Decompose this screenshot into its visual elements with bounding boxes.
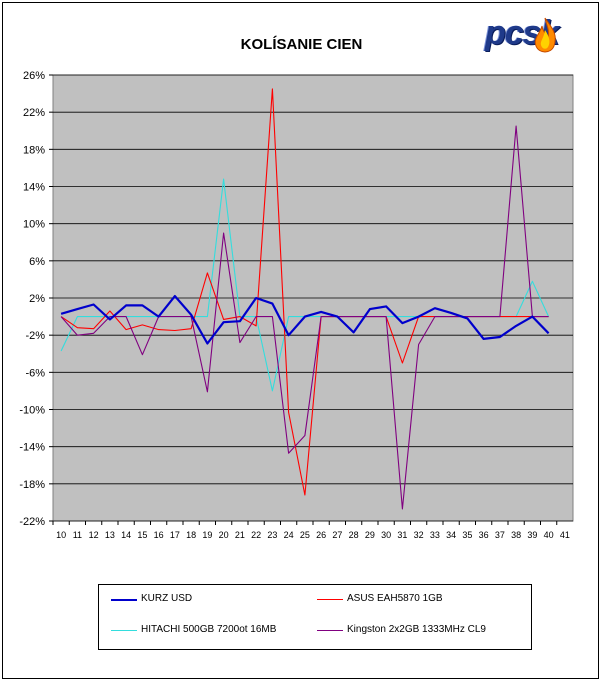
legend-label-kurz-usd: KURZ USD [141, 593, 193, 604]
x-tick-label: 31 [397, 530, 407, 540]
x-tick-label: 37 [495, 530, 505, 540]
y-axis-ticks: 26% 22% 18% 14% 10% 6% 2% -2% -6% -10% -14% -18% -22… [19, 70, 53, 528]
x-tick-label: 29 [365, 530, 375, 540]
gridlines [53, 74, 573, 522]
x-tick-label: 26 [316, 530, 326, 540]
legend-swatch-kurz-usd [111, 599, 137, 601]
x-tick-label: 19 [202, 530, 212, 540]
legend-swatch-asus [317, 599, 343, 600]
legend-label-hitachi: HITACHI 500GB 7200ot 16MB [141, 624, 277, 635]
x-tick-label: 23 [267, 530, 277, 540]
x-tick-label: 25 [300, 530, 310, 540]
y-tick-label: -22% [19, 516, 45, 528]
y-tick-label: -2% [25, 330, 45, 342]
y-tick-label: 14% [23, 182, 45, 194]
x-tick-label: 36 [479, 530, 489, 540]
legend-swatch-hitachi [111, 630, 137, 631]
x-tick-label: 12 [89, 530, 99, 540]
x-tick-label: 20 [219, 530, 229, 540]
x-tick-label: 39 [527, 530, 537, 540]
legend-swatch-kingston [317, 630, 343, 631]
x-tick-label: 16 [154, 530, 164, 540]
y-tick-label: 22% [23, 107, 45, 119]
series-line-kingston-2x2gb-1333mhz-cl9 [60, 125, 549, 510]
y-tick-label: 18% [23, 144, 45, 156]
legend-label-kingston: Kingston 2x2GB 1333MHz CL9 [347, 624, 486, 635]
y-tick-label: -14% [19, 442, 45, 454]
x-tick-label: 15 [137, 530, 147, 540]
x-tick-label: 33 [430, 530, 440, 540]
x-tick-label: 28 [349, 530, 359, 540]
y-tick-label: 6% [29, 256, 45, 268]
chart-title: KOLÍSANIE CIEN [240, 36, 363, 53]
pcsk-logo: pcsk [483, 14, 587, 60]
x-tick-label: 14 [121, 530, 131, 540]
x-tick-label: 11 [73, 530, 82, 540]
x-axis-ticks: 10 11 12 13 14 15 16 17 18 19 20 21 22 23 24 25 26 27 28 29… [52, 521, 570, 540]
x-tick-label: 30 [381, 530, 391, 540]
y-tick-label: -6% [25, 367, 45, 379]
x-tick-label: 10 [56, 530, 66, 540]
x-tick-label: 21 [235, 530, 245, 540]
x-tick-label: 17 [170, 530, 180, 540]
x-tick-label: 22 [251, 530, 261, 540]
x-tick-label: 38 [511, 530, 521, 540]
x-tick-label: 18 [186, 530, 196, 540]
x-tick-label: 35 [462, 530, 472, 540]
y-tick-label: 2% [29, 293, 45, 305]
x-tick-label: 27 [332, 530, 342, 540]
y-tick-label: 26% [23, 70, 45, 82]
x-tick-label: 41 [560, 530, 570, 540]
y-tick-label: -18% [19, 479, 45, 491]
x-tick-label: 24 [284, 530, 294, 540]
x-tick-label: 34 [446, 530, 456, 540]
legend: KURZ USD ASUS EAH5870 1GB HITACHI 500GB … [98, 584, 532, 650]
y-tick-label: -10% [19, 405, 45, 417]
legend-label-asus: ASUS EAH5870 1GB [347, 593, 443, 604]
y-tick-label: 10% [23, 219, 45, 231]
series-lines [60, 88, 550, 510]
x-tick-label: 40 [544, 530, 554, 540]
x-tick-label: 13 [105, 530, 115, 540]
x-tick-label: 32 [414, 530, 424, 540]
series-line-kurz-usd [60, 295, 550, 345]
flame-icon [534, 17, 556, 53]
